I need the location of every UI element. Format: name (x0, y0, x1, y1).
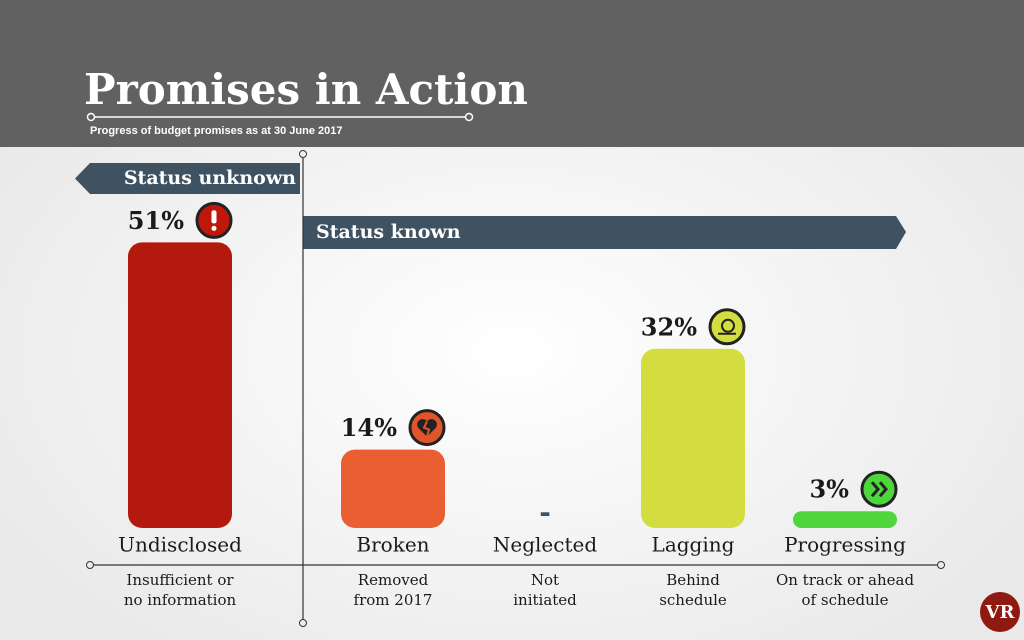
value-label: 51% (128, 206, 184, 235)
description: of schedule (802, 591, 889, 609)
logo-text: VR (985, 602, 1016, 623)
bar (641, 348, 745, 528)
title: Promises in Action (84, 65, 528, 114)
bar (341, 449, 445, 528)
rule-end (86, 561, 94, 569)
value-label: 3% (809, 475, 849, 504)
icon-glyph (211, 225, 217, 231)
value-label: 32% (641, 312, 697, 341)
category-label: Neglected (493, 533, 597, 557)
subtitle: Progress of budget promises as at 30 Jun… (90, 125, 342, 137)
divider-end (299, 619, 307, 627)
description: Removed (358, 571, 429, 589)
description: Not (531, 571, 559, 589)
banner-label: Status known (316, 221, 461, 243)
icon-glyph (878, 481, 888, 498)
rule-end (86, 112, 96, 122)
description: Insufficient or (126, 571, 234, 589)
icon-glyph (422, 421, 431, 437)
banner (303, 216, 906, 249)
banner (75, 163, 300, 194)
category-label: Broken (356, 533, 429, 557)
rule-end (464, 112, 474, 122)
icon-glyph (721, 318, 735, 333)
value-label: 14% (341, 413, 397, 442)
icon-glyph (211, 210, 217, 224)
header (0, 0, 1024, 147)
description: initiated (513, 591, 577, 609)
bar (793, 511, 897, 528)
divider-end (299, 150, 307, 158)
bar (128, 242, 232, 528)
category-label: Lagging (652, 533, 735, 557)
description: from 2017 (354, 591, 433, 609)
icon-glyph (870, 481, 880, 498)
rule-end (937, 561, 945, 569)
status-icon (708, 308, 746, 346)
category-label: Undisclosed (118, 533, 242, 557)
description: Behind (666, 571, 720, 589)
banner-label: Status unknown (124, 167, 296, 189)
description: On track or ahead (776, 571, 915, 589)
value-label: - (539, 496, 551, 529)
category-label: Progressing (784, 533, 906, 557)
description: schedule (659, 591, 727, 609)
description: no information (124, 591, 237, 609)
logo (980, 592, 1020, 632)
